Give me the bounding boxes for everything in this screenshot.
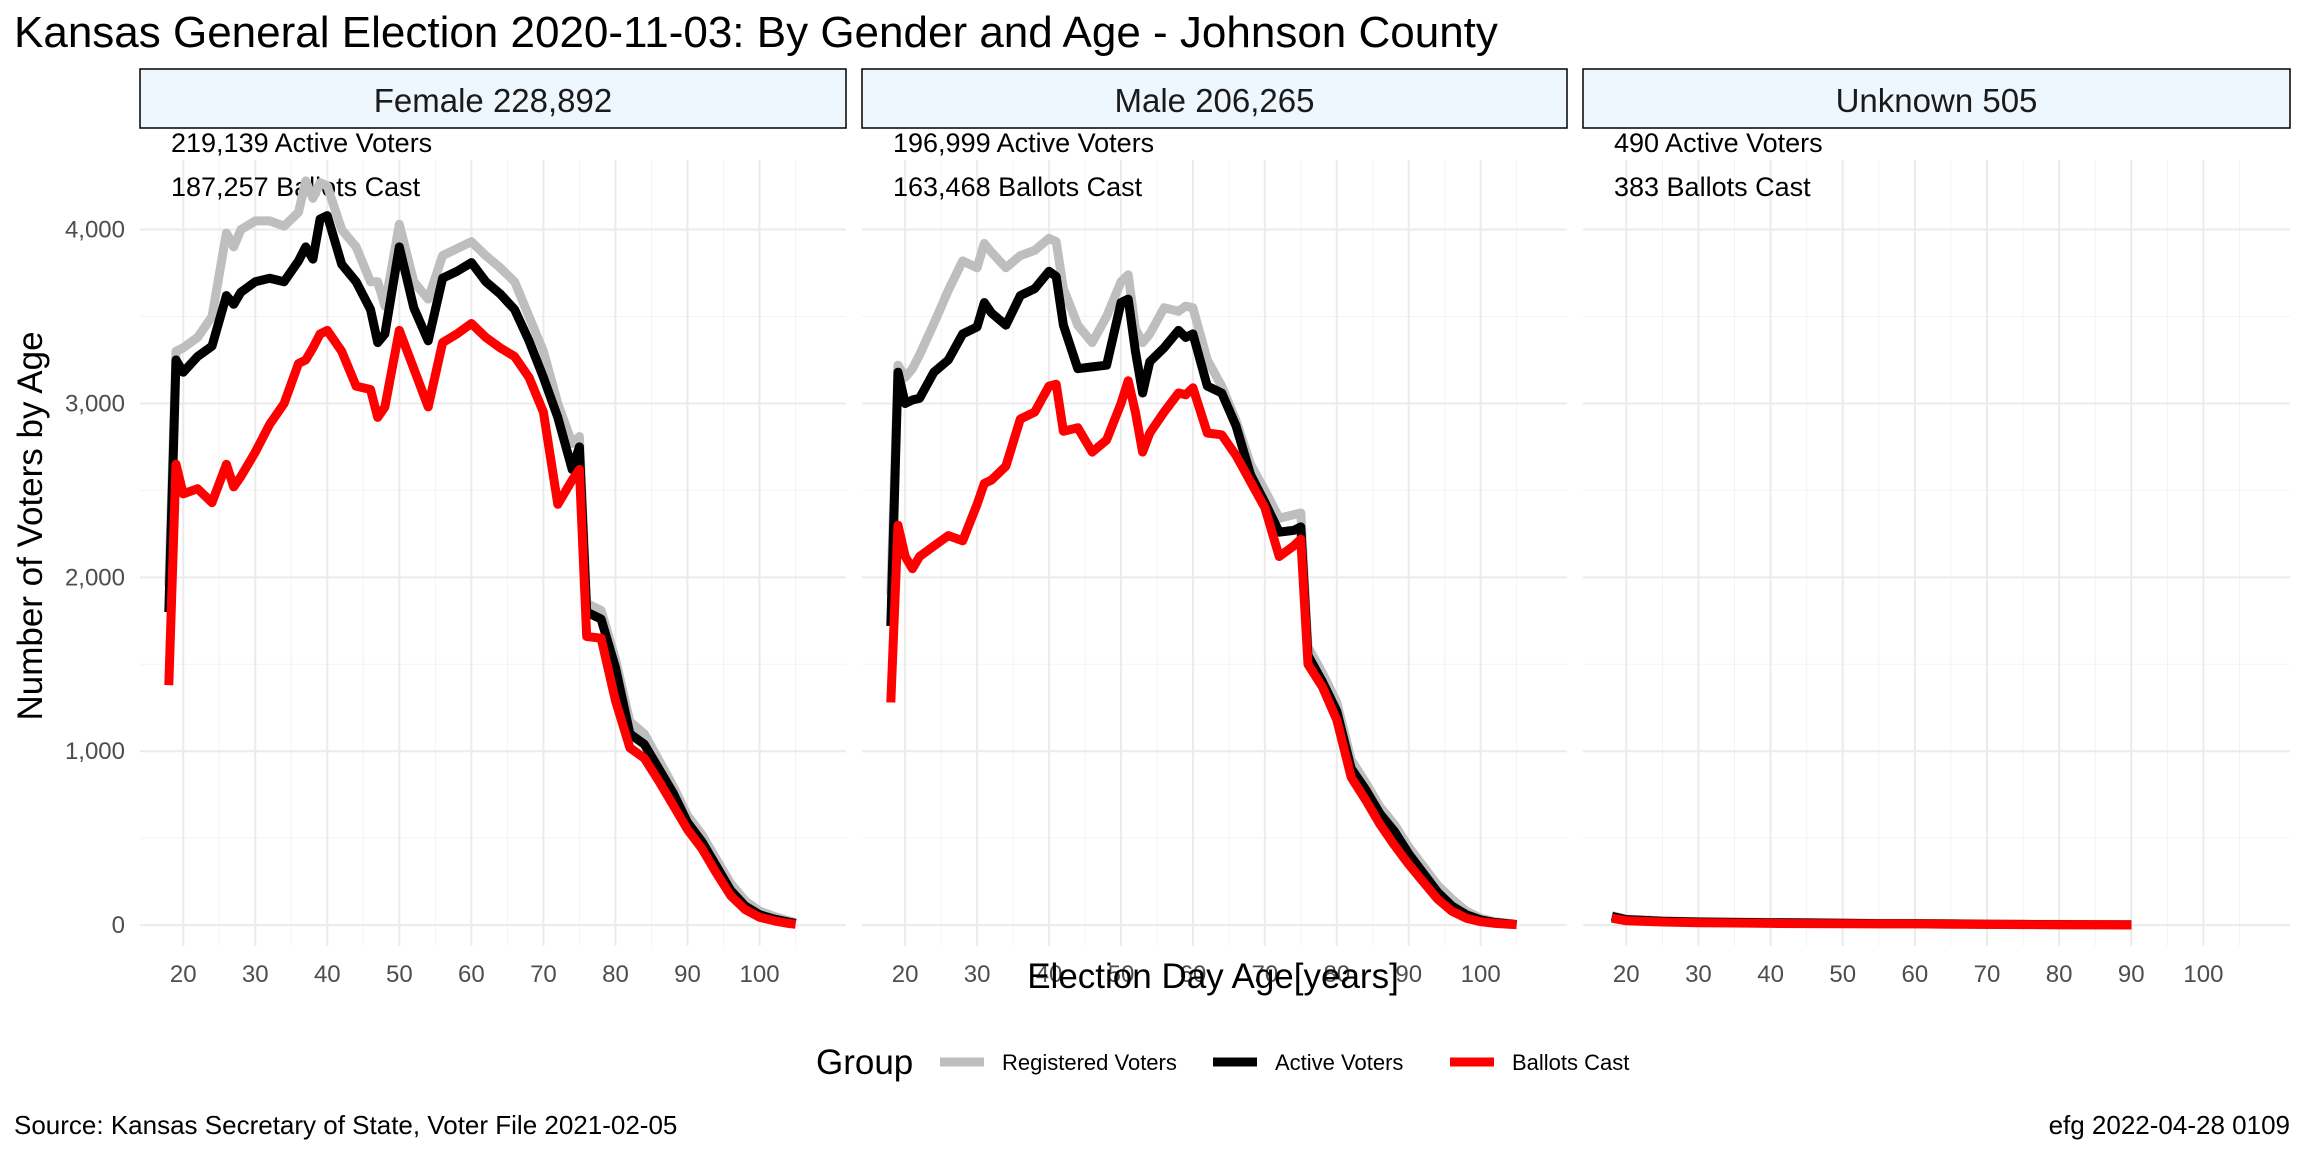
x-tick-label: 50 [386, 961, 413, 988]
ballots-cast-line [1611, 913, 2132, 930]
x-tick-label: 30 [1685, 961, 1712, 988]
x-tick-label: 60 [1902, 961, 1929, 988]
x-tick-label: 70 [1252, 961, 1279, 988]
facet-strip [139, 68, 847, 129]
facet-strip-label: Male 206,265 [1115, 82, 1315, 119]
x-tick-label: 20 [170, 961, 197, 988]
page-title: Kansas General Election 2020-11-03: By G… [14, 8, 1498, 57]
x-tick-label: 70 [530, 961, 557, 988]
timestamp-note: efg 2022-04-28 0109 [2048, 1110, 2290, 1140]
y-axis-title: Number of Voters by Age [11, 331, 50, 720]
x-tick-label: 60 [458, 961, 485, 988]
x-tick-label: 80 [1323, 961, 1350, 988]
ballots-cast-line [164, 319, 797, 929]
x-tick-label: 100 [1461, 961, 1501, 988]
x-tick-label: 30 [242, 961, 269, 988]
x-tick-label: 30 [964, 961, 991, 988]
active-voters-line [164, 211, 797, 928]
panel-annotation: 383 Ballots Cast [1614, 172, 1811, 202]
panel-annotation: 187,257 Ballots Cast [171, 172, 421, 202]
x-tick-label: 90 [674, 961, 701, 988]
x-tick-label: 100 [2183, 961, 2223, 988]
panel-annotation: 196,999 Active Voters [893, 128, 1154, 158]
x-tick-label: 20 [892, 961, 919, 988]
legend-label: Active Voters [1275, 1050, 1403, 1075]
x-tick-label: 50 [1108, 961, 1135, 988]
x-tick-label: 40 [1036, 961, 1063, 988]
registered-voters-line [886, 233, 1518, 929]
ballots-cast-line [886, 376, 1517, 930]
x-tick-label: 70 [1974, 961, 2001, 988]
x-tick-label: 80 [2046, 961, 2073, 988]
x-tick-label: 100 [740, 961, 780, 988]
facet-strip-label: Unknown 505 [1836, 82, 2038, 119]
y-tick-label: 2,000 [65, 564, 125, 591]
panel-annotation: 163,468 Ballots Cast [893, 172, 1143, 202]
panel-3: Unknown 505 490 Active Voters 383 Ballots … [1582, 68, 2291, 988]
y-tick-label: 0 [112, 912, 125, 939]
y-tick-label: 4,000 [65, 217, 125, 244]
active-voters-line [886, 266, 1518, 930]
facet-strip-label: Female 228,892 [374, 82, 613, 119]
registered-voters-line [164, 176, 797, 927]
x-tick-label: 80 [602, 961, 629, 988]
legend-item: Registered Voters [940, 1050, 1177, 1075]
x-tick-label: 20 [1613, 961, 1640, 988]
x-axis-title: Election Day Age[years] [1027, 957, 1399, 996]
legend-item: Ballots Cast [1450, 1050, 1629, 1075]
legend: Group Registered Voters Active Voters Ball… [816, 1043, 1629, 1082]
panel-1: Female 228,892 219,139 Active Voters 187,2… [139, 68, 847, 988]
x-tick-label: 40 [314, 961, 341, 988]
y-tick-label: 3,000 [65, 390, 125, 417]
x-tick-label: 90 [2118, 961, 2145, 988]
y-axis: 0 1,000 2,000 3,000 4,000 [65, 217, 125, 940]
chart-panels: Female 228,892 219,139 Active Voters 187,2… [139, 68, 2291, 988]
x-tick-label: 40 [1757, 961, 1784, 988]
x-tick-label: 60 [1180, 961, 1207, 988]
x-tick-label: 90 [1395, 961, 1422, 988]
panel-2: Male 206,265 196,999 Active Voters 163,468… [861, 68, 1568, 988]
x-tick-label: 50 [1829, 961, 1856, 988]
legend-item: Active Voters [1213, 1050, 1403, 1075]
facet-strip [861, 68, 1568, 129]
y-tick-label: 1,000 [65, 738, 125, 765]
legend-title: Group [816, 1043, 913, 1082]
panel-annotation: 490 Active Voters [1614, 128, 1823, 158]
legend-label: Ballots Cast [1512, 1050, 1629, 1075]
facet-strip [1582, 68, 2291, 129]
panel-annotation: 219,139 Active Voters [171, 128, 432, 158]
source-note: Source: Kansas Secretary of State, Voter… [14, 1110, 678, 1140]
legend-label: Registered Voters [1002, 1050, 1177, 1075]
